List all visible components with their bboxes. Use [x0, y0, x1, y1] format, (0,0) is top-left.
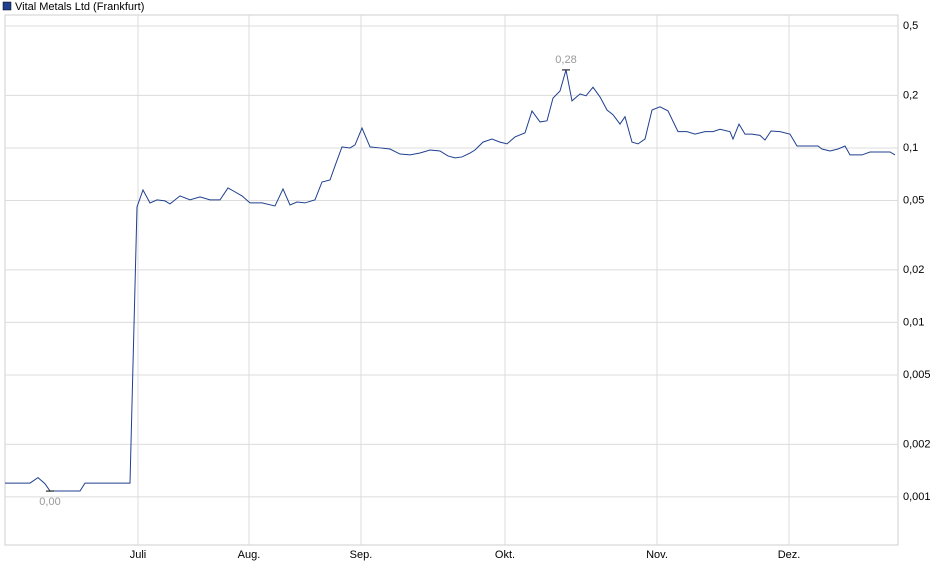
x-tick-label: Nov. [646, 549, 668, 561]
y-tick-label: 0,02 [903, 264, 924, 276]
y-tick-label: 0,5 [903, 20, 918, 32]
y-tick-label: 0,2 [903, 89, 918, 101]
y-tick-label: 0,005 [903, 369, 931, 381]
y-tick-label: 0,01 [903, 316, 924, 328]
y-tick-label: 0,001 [903, 491, 931, 503]
x-tick-label: Okt. [495, 549, 515, 561]
x-tick-label: Juli [130, 549, 147, 561]
legend-label: Vital Metals Ltd (Frankfurt) [15, 1, 144, 13]
legend-swatch [2, 1, 12, 11]
x-tick-label: Sep. [350, 549, 373, 561]
y-tick-label: 0,05 [903, 194, 924, 206]
annotation-label: 0,00 [39, 496, 60, 508]
x-tick-label: Dez. [778, 549, 801, 561]
price-line [5, 69, 896, 492]
y-tick-label: 0,002 [903, 438, 931, 450]
y-tick-label: 0,1 [903, 142, 918, 154]
plot-area [4, 14, 899, 546]
annotation-label: 0,28 [555, 54, 576, 66]
x-tick-label: Aug. [238, 549, 261, 561]
